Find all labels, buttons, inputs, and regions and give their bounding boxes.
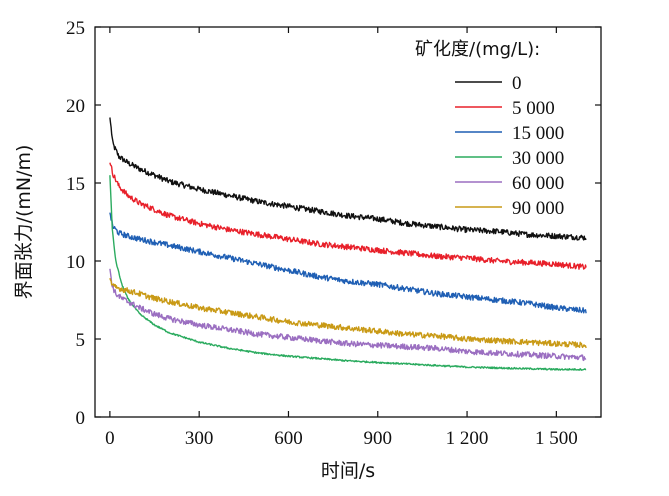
series-line-4 (109, 175, 587, 371)
series-line-3 (109, 212, 587, 314)
series-layer (109, 117, 587, 371)
x-tick-label: 600 (274, 428, 303, 449)
x-tick-label: 900 (364, 428, 393, 449)
series-line-1 (109, 117, 587, 241)
x-tick-label: 1 500 (535, 428, 578, 449)
x-tick-label: 300 (185, 428, 214, 449)
x-tick-label: 1 200 (446, 428, 489, 449)
legend-label-6: 90 000 (512, 198, 564, 219)
legend-title: 矿化度/(mg/L): (415, 39, 540, 60)
series-line-5 (109, 268, 587, 362)
y-tick-label: 0 (76, 408, 86, 429)
legend: 矿化度/(mg/L): 0 5 000 15 000 30 000 60 000 90 0… (415, 39, 564, 219)
plot-frame (94, 26, 602, 418)
y-tick-label: 15 (66, 174, 85, 195)
plot-area (94, 26, 602, 418)
x-axis-label: 时间/s (321, 460, 375, 482)
y-tick-label: 10 (66, 252, 85, 273)
legend-label-2: 5 000 (512, 98, 555, 119)
legend-label-1: 0 (512, 73, 522, 94)
y-axis-label: 界面张力/(mN/m) (13, 145, 35, 300)
y-tick-label: 5 (76, 330, 86, 351)
series-line-2 (109, 162, 587, 270)
y-tick-label: 20 (66, 96, 85, 117)
axes-layer: 0 300 600 900 1 200 1 500 0 5 10 15 20 25 (66, 18, 601, 449)
series-line-6 (109, 277, 587, 349)
y-tick-label: 25 (66, 18, 85, 39)
legend-label-3: 15 000 (512, 123, 564, 144)
x-tick-label: 0 (105, 428, 115, 449)
legend-label-5: 60 000 (512, 173, 564, 194)
legend-label-4: 30 000 (512, 148, 564, 169)
